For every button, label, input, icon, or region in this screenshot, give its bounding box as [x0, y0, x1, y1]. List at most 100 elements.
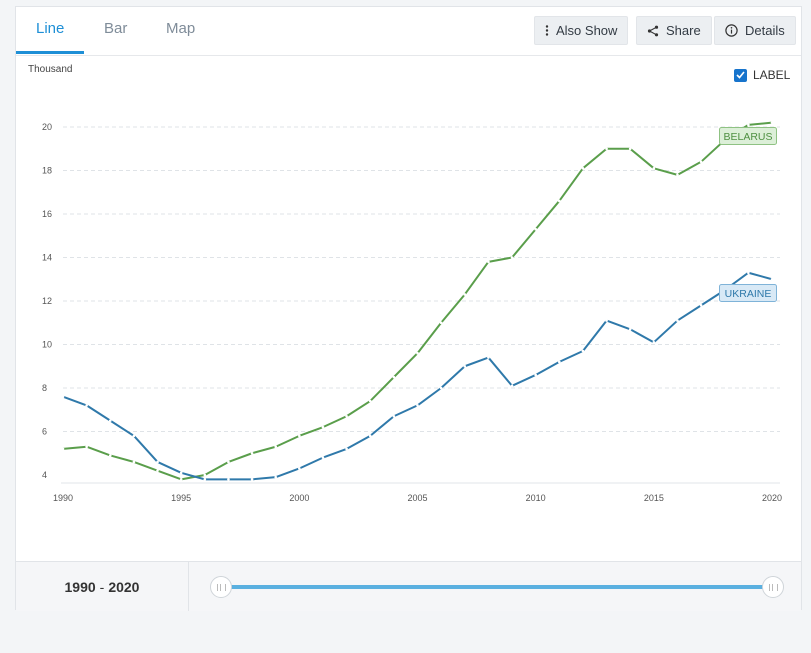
y-axis-unit-label: Thousand	[28, 64, 73, 75]
data-point-ukraine	[203, 478, 207, 481]
data-point-belarus	[652, 167, 656, 170]
range-end-handle[interactable]	[762, 576, 784, 598]
data-point-ukraine	[487, 356, 490, 359]
data-point-belarus	[392, 375, 396, 379]
data-point-ukraine	[510, 384, 514, 388]
data-point-ukraine	[534, 373, 537, 377]
data-point-belarus	[676, 173, 679, 177]
data-point-belarus	[85, 445, 88, 449]
share-icon	[647, 25, 659, 37]
time-range-footer: 1990 - 2020	[16, 561, 801, 611]
data-point-belarus	[227, 460, 230, 464]
data-point-ukraine	[250, 478, 254, 481]
data-point-ukraine	[156, 460, 159, 464]
chart-card: Line Bar Map Also Show Share Details Tho…	[15, 6, 802, 611]
data-point-belarus	[345, 414, 348, 418]
data-point-ukraine	[439, 386, 443, 390]
x-tick-label: 2010	[526, 493, 546, 503]
data-point-belarus	[108, 454, 112, 457]
label-toggle[interactable]: LABEL	[734, 68, 790, 82]
data-point-belarus	[510, 256, 514, 259]
data-point-belarus	[179, 478, 183, 481]
tab-map[interactable]: Map	[166, 20, 196, 37]
series-label-ukraine: UKRAINE	[725, 288, 772, 300]
data-point-belarus	[321, 425, 325, 429]
data-point-ukraine	[463, 364, 467, 368]
label-toggle-text: LABEL	[753, 68, 791, 82]
series-line-ukraine	[62, 271, 773, 481]
data-point-ukraine	[628, 327, 632, 331]
data-point-belarus	[581, 167, 585, 170]
data-point-ukraine	[558, 360, 561, 364]
data-point-belarus	[439, 321, 443, 325]
range-start: 1990	[64, 578, 96, 595]
y-tick-label: 16	[42, 209, 52, 219]
active-tab-indicator	[16, 51, 84, 54]
series-label-belarus: BELARUS	[723, 131, 772, 143]
tab-bar-chart[interactable]: Bar	[104, 20, 128, 37]
data-point-ukraine	[85, 404, 88, 407]
data-point-ukraine	[368, 434, 372, 438]
also-show-button[interactable]: Also Show	[534, 16, 629, 45]
tab-bar: Line Bar Map Also Show Share Details	[16, 7, 801, 56]
data-point-belarus	[534, 227, 537, 231]
x-tick-label: 1990	[53, 493, 73, 503]
data-point-belarus	[61, 447, 65, 451]
data-point-belarus	[298, 434, 301, 438]
data-point-ukraine	[699, 304, 703, 307]
details-button[interactable]: Details	[714, 16, 796, 45]
data-point-belarus	[274, 445, 278, 449]
data-point-ukraine	[132, 434, 136, 438]
data-point-ukraine	[179, 471, 183, 475]
y-tick-label: 8	[42, 383, 47, 393]
tab-line[interactable]: Line	[36, 20, 65, 37]
data-point-ukraine	[227, 478, 230, 481]
range-label: 1990 - 2020	[16, 562, 189, 611]
range-slider-track[interactable]	[221, 585, 773, 589]
x-tick-label: 2005	[407, 493, 427, 503]
y-tick-label: 6	[42, 427, 47, 437]
data-point-belarus	[628, 147, 632, 151]
details-label: Details	[745, 23, 785, 38]
data-point-ukraine	[298, 467, 301, 470]
data-point-belarus	[132, 460, 136, 464]
data-point-ukraine	[392, 414, 396, 418]
data-point-ukraine	[652, 341, 656, 344]
share-label: Share	[666, 23, 701, 38]
data-point-belarus	[487, 260, 490, 264]
data-point-ukraine	[416, 404, 419, 407]
data-point-ukraine	[321, 456, 325, 459]
y-tick-label: 4	[42, 470, 47, 480]
y-tick-label: 18	[42, 166, 52, 176]
data-point-belarus	[463, 293, 467, 296]
more-vertical-icon	[545, 25, 549, 36]
data-point-ukraine	[605, 319, 608, 322]
x-tick-label: 2000	[289, 493, 309, 503]
data-point-belarus	[416, 351, 419, 355]
data-point-ukraine	[770, 277, 774, 281]
data-point-belarus	[250, 451, 254, 455]
data-point-belarus	[156, 469, 159, 472]
range-start-handle[interactable]	[210, 576, 232, 598]
data-point-ukraine	[747, 271, 750, 275]
also-show-label: Also Show	[556, 23, 618, 38]
grip-icon	[768, 583, 778, 591]
data-point-ukraine	[274, 475, 278, 479]
line-chart: 4 6 8 10 12 14 16 18 20 1990 1995 2000 2005 2010 2015 2…	[42, 121, 782, 503]
data-point-belarus	[699, 160, 703, 164]
range-separator: -	[99, 578, 105, 595]
info-icon	[725, 24, 738, 37]
checkmark-icon	[736, 71, 745, 79]
data-point-ukraine	[108, 419, 112, 422]
data-point-ukraine	[676, 319, 679, 322]
data-point-belarus	[747, 123, 750, 127]
y-tick-label: 14	[42, 253, 52, 263]
y-tick-label: 12	[42, 296, 52, 306]
data-point-belarus	[605, 147, 608, 151]
data-point-ukraine	[345, 447, 348, 451]
data-point-ukraine	[581, 349, 585, 353]
range-end: 2020	[108, 578, 140, 595]
label-checkbox[interactable]	[734, 68, 747, 82]
share-button[interactable]: Share	[636, 16, 712, 45]
x-tick-label: 1995	[171, 493, 191, 503]
